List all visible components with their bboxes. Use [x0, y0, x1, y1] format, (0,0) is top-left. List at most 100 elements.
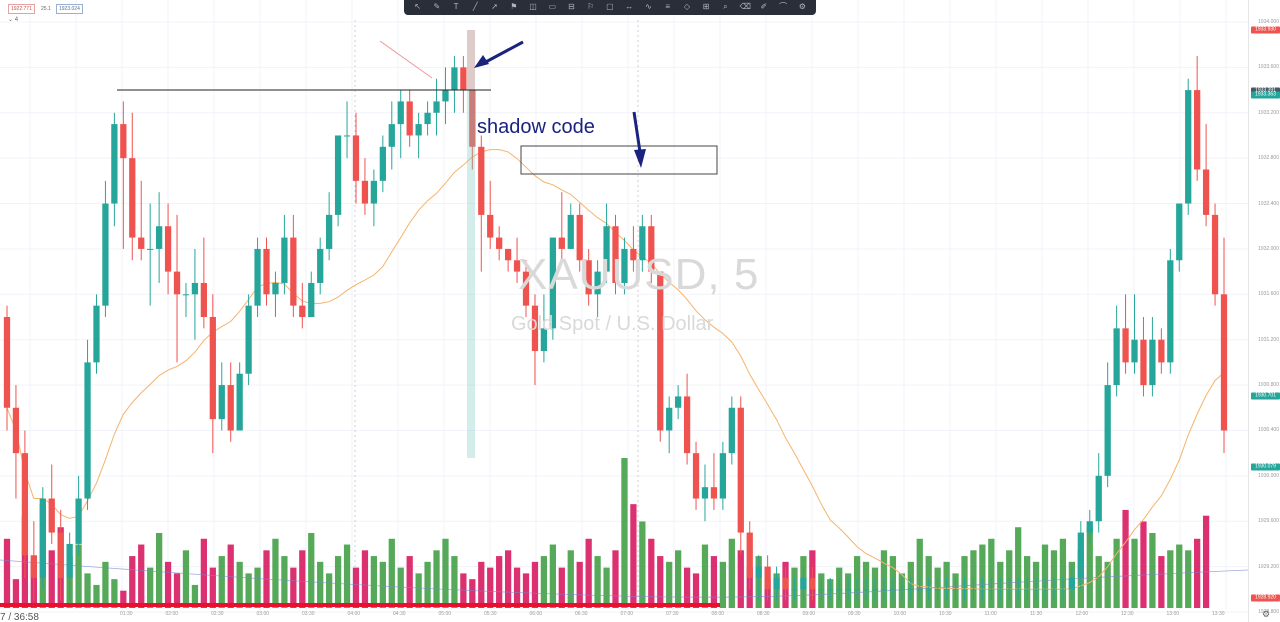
- time-tick-label: 11:30: [1030, 611, 1043, 617]
- volume-bar: [147, 567, 154, 608]
- candle-body: [1220, 294, 1228, 431]
- time-tick-label: 05:00: [438, 611, 452, 617]
- price-axis[interactable]: 1934.000 1933.600 1933.200 1932.800 1932.400…: [1248, 0, 1280, 622]
- candle-body: [675, 396, 682, 408]
- candle-body: [522, 271, 530, 306]
- volume-bar: [737, 550, 744, 608]
- volume-bar: [549, 544, 556, 608]
- candle-body: [889, 589, 897, 591]
- annotation-text[interactable]: shadow code: [477, 116, 595, 138]
- candle-body: [504, 248, 512, 261]
- volume-bar: [1059, 538, 1067, 608]
- volume-bar: [138, 544, 145, 608]
- candlestick-chart[interactable]: [0, 0, 1248, 622]
- volume-bar: [111, 579, 118, 608]
- volume-bar: [585, 538, 592, 608]
- price-label-icon[interactable]: ⊟: [568, 2, 575, 11]
- volume-bar: [531, 561, 539, 608]
- candle-body: [21, 453, 29, 556]
- arrow-icon[interactable]: ➚: [491, 2, 498, 11]
- candle-body: [648, 226, 655, 272]
- indicators-collapse[interactable]: ⌄ 4: [8, 16, 18, 23]
- ask-price[interactable]: 1923.024: [56, 4, 83, 14]
- fib-icon[interactable]: ≡: [665, 2, 670, 11]
- candle-body: [1032, 589, 1040, 591]
- bid-price[interactable]: 1922.771: [8, 4, 35, 14]
- candle-body: [979, 589, 986, 591]
- candle-body: [129, 158, 136, 238]
- candle-body: [916, 589, 923, 591]
- candle-body: [84, 362, 91, 499]
- volume-bar: [3, 538, 11, 608]
- candle-body: [1095, 475, 1102, 522]
- candle-body: [415, 124, 422, 136]
- candle-body: [487, 214, 494, 238]
- candle-body: [182, 294, 190, 296]
- trend-line-icon[interactable]: ╱: [472, 2, 478, 11]
- measure-icon[interactable]: ⊞: [702, 2, 710, 11]
- chart-area[interactable]: XAUUSD, 5 Gold Spot / U.S. Dollar shadow…: [0, 0, 1248, 622]
- range-icon[interactable]: ↔: [625, 2, 634, 11]
- volume-bar: [504, 550, 512, 608]
- candle-body: [710, 487, 718, 499]
- shapes-icon[interactable]: ◇: [683, 2, 690, 11]
- gear-icon[interactable]: ⚙: [1262, 609, 1271, 619]
- candle-body: [639, 226, 646, 261]
- candle-body: [1015, 589, 1022, 591]
- price-tick-label: 1929.600: [1258, 518, 1279, 525]
- candle-body: [236, 373, 243, 431]
- volume-bar: [12, 579, 20, 608]
- curve-icon[interactable]: ⌒: [779, 2, 788, 11]
- volume-bar: [182, 550, 190, 608]
- zoom-icon[interactable]: ⌕: [723, 2, 728, 11]
- candle-body: [326, 214, 333, 249]
- volume-bar: [1194, 538, 1201, 608]
- candle-body: [191, 282, 199, 295]
- candle-body: [281, 237, 288, 283]
- volume-bar: [361, 550, 369, 608]
- candle-body: [469, 90, 476, 147]
- volume-bar: [343, 544, 351, 608]
- candle-body: [1086, 521, 1093, 533]
- brush-icon[interactable]: ✎: [433, 2, 441, 11]
- candle-body: [764, 566, 771, 590]
- candle-body: [317, 248, 324, 283]
- time-tick-label: 08:00: [711, 611, 725, 617]
- candle-body: [666, 407, 673, 431]
- candle-body: [925, 589, 932, 591]
- candle-body: [496, 237, 503, 249]
- candle-body: [1068, 577, 1076, 590]
- time-tick-label: 06:00: [529, 611, 543, 617]
- volume-bar: [701, 544, 709, 608]
- candle-body: [1024, 589, 1031, 591]
- cursor-icon[interactable]: ↖: [414, 2, 421, 11]
- candle-body: [111, 124, 118, 204]
- flag-icon[interactable]: ⚑: [510, 2, 518, 11]
- volume-bar: [1113, 538, 1120, 608]
- time-tick-label: 07:00: [620, 611, 634, 617]
- highlighter-icon[interactable]: ✐: [760, 2, 768, 11]
- time-tick-label: 01:30: [120, 611, 133, 617]
- volume-bar: [129, 556, 136, 608]
- volume-bar: [666, 561, 673, 608]
- text-icon[interactable]: T: [453, 2, 459, 11]
- candle-body: [961, 589, 968, 591]
- candle-body: [1006, 589, 1013, 591]
- candle-body: [361, 180, 369, 204]
- eraser-icon[interactable]: ⌫: [739, 2, 751, 11]
- candle-body: [173, 271, 181, 295]
- callout-icon[interactable]: ◫: [529, 2, 537, 11]
- candle-body: [898, 589, 905, 591]
- path-icon[interactable]: ∿: [645, 2, 652, 11]
- settings-icon[interactable]: ⚙: [798, 2, 806, 11]
- rectangle-icon[interactable]: ▢: [606, 2, 614, 11]
- volume-bar: [326, 573, 333, 608]
- signpost-icon[interactable]: ⚐: [587, 2, 595, 11]
- candle-body: [657, 271, 664, 431]
- arrow-head: [474, 55, 489, 68]
- note-icon[interactable]: ▭: [548, 2, 557, 11]
- volume-bar: [388, 538, 395, 608]
- volume-bar: [478, 561, 485, 608]
- volume-bar: [487, 567, 494, 608]
- volume-bar: [988, 538, 995, 608]
